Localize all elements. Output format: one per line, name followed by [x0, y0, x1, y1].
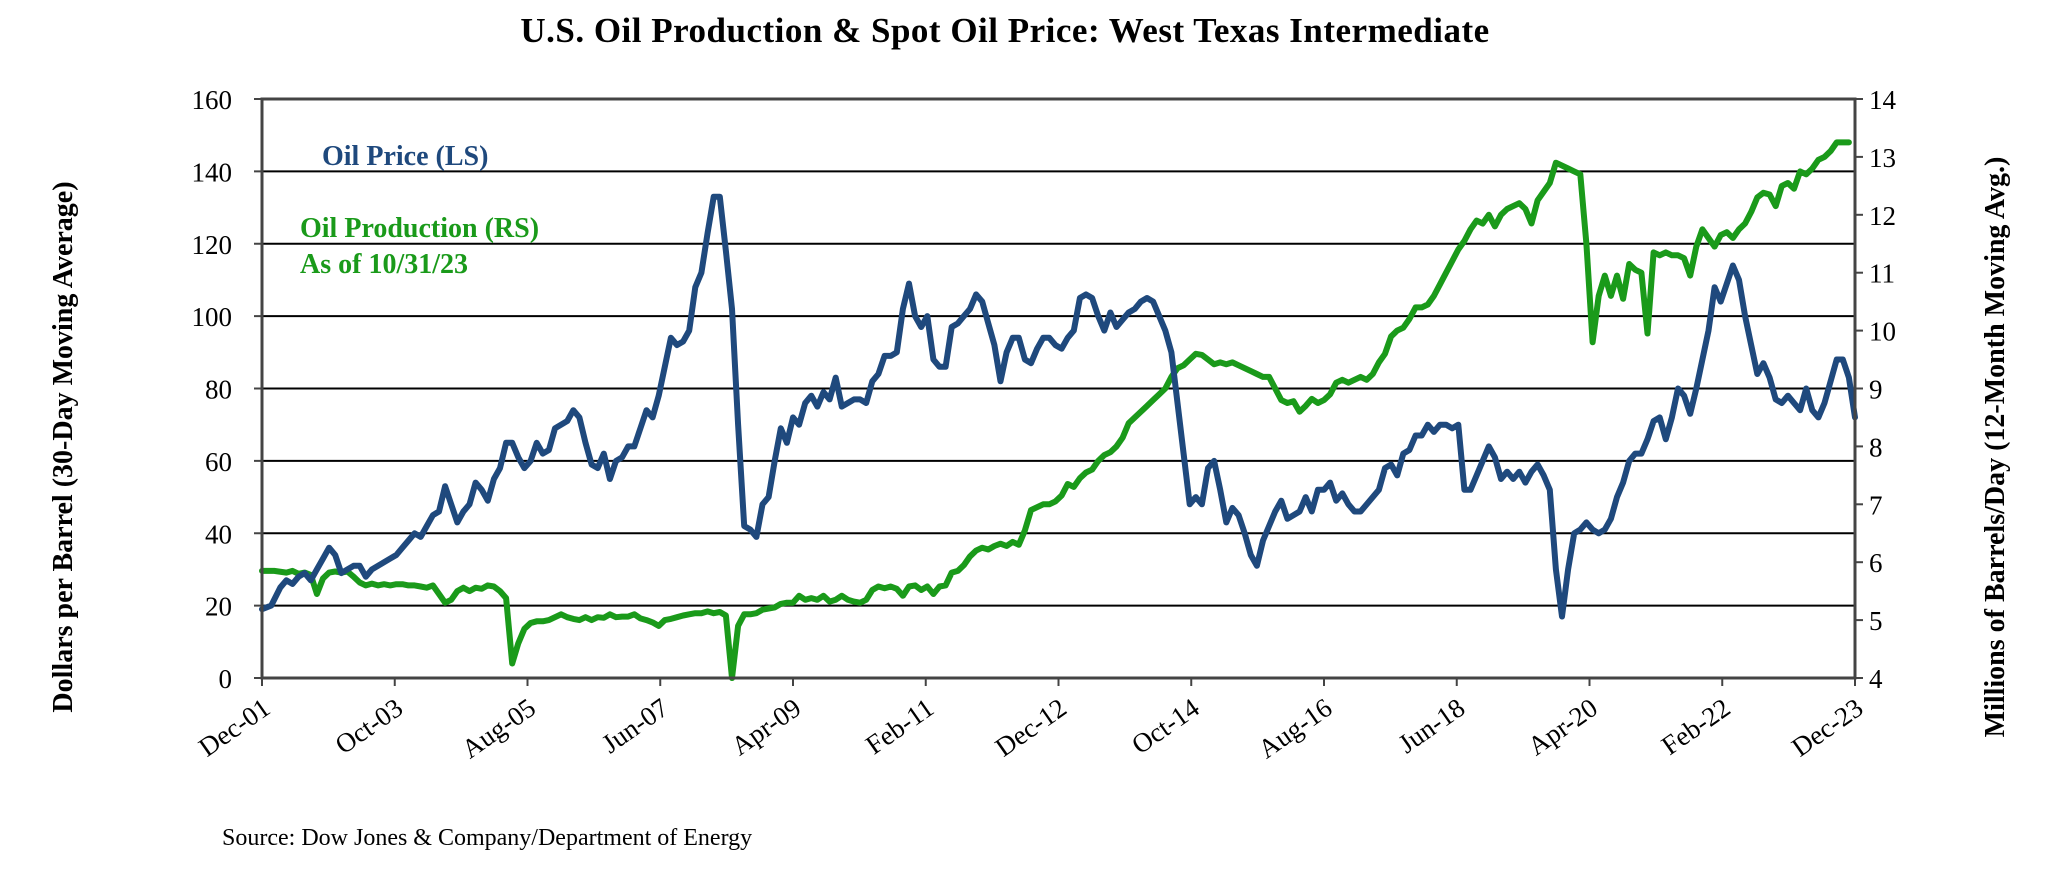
left-tick-label: 20 — [205, 592, 232, 622]
left-tick-label: 160 — [192, 85, 233, 115]
oil-price-line — [259, 193, 1858, 620]
right-tick-label: 14 — [1869, 85, 1897, 115]
chart-title: U.S. Oil Production & Spot Oil Price: We… — [520, 11, 1489, 50]
left-tick-label: 140 — [192, 157, 233, 187]
x-tick-label: Dec-23 — [1786, 692, 1868, 762]
x-tick-label: Dec-12 — [990, 692, 1072, 762]
left-axis-title: Dollars per Barrel (30-Day Moving Averag… — [48, 181, 79, 712]
x-tick-label: Aug-16 — [1253, 692, 1338, 764]
x-tick-label: Feb-11 — [860, 692, 939, 760]
x-tick-label: Apr-09 — [726, 692, 807, 761]
left-axis-ticks: 0 20 40 60 80 100 120 140 160 — [192, 85, 262, 694]
left-tick-label: 0 — [219, 664, 233, 694]
x-tick-label: Oct-03 — [330, 692, 409, 760]
right-axis-title: Millions of Barrels/Day (12-Month Moving… — [1980, 157, 2011, 738]
right-tick-label: 7 — [1869, 490, 1883, 520]
right-tick-label: 6 — [1869, 548, 1883, 578]
left-tick-label: 60 — [205, 447, 232, 477]
right-axis-ticks: 4 5 6 7 8 9 10 11 12 13 14 — [1855, 85, 1897, 694]
oil-production-line — [259, 139, 1852, 681]
x-axis-ticks: Dec-01 Oct-03 Aug-05 Jun-07 Apr-09 Feb-11 Dec-… — [193, 678, 1868, 764]
source-note: Source: Dow Jones & Company/Department o… — [222, 825, 752, 851]
right-tick-label: 9 — [1869, 375, 1883, 405]
right-tick-label: 11 — [1869, 259, 1895, 289]
right-tick-label: 10 — [1869, 317, 1896, 347]
legend-oil-production: Oil Production (RS) — [300, 213, 539, 244]
left-tick-label: 40 — [205, 519, 232, 549]
x-tick-label: Apr-20 — [1522, 692, 1603, 761]
right-tick-label: 13 — [1869, 143, 1896, 173]
series-lines — [259, 139, 1858, 681]
plot-frame — [260, 97, 1857, 680]
right-tick-label: 4 — [1869, 664, 1883, 694]
x-tick-label: Oct-14 — [1126, 692, 1205, 760]
x-tick-label: Jun-18 — [1393, 692, 1470, 759]
left-tick-label: 80 — [205, 375, 232, 405]
left-tick-label: 100 — [192, 302, 233, 332]
legend-oil-production-date: As of 10/31/23 — [300, 249, 468, 280]
x-tick-label: Feb-22 — [1656, 692, 1736, 760]
right-tick-label: 8 — [1869, 432, 1883, 462]
x-tick-label: Dec-01 — [193, 692, 275, 762]
legend-oil-price: Oil Price (LS) — [322, 141, 488, 172]
right-tick-label: 5 — [1869, 606, 1883, 636]
right-tick-label: 12 — [1869, 201, 1896, 231]
x-tick-label: Aug-05 — [456, 692, 541, 764]
left-tick-label: 120 — [192, 230, 233, 260]
x-tick-label: Jun-07 — [596, 692, 673, 759]
